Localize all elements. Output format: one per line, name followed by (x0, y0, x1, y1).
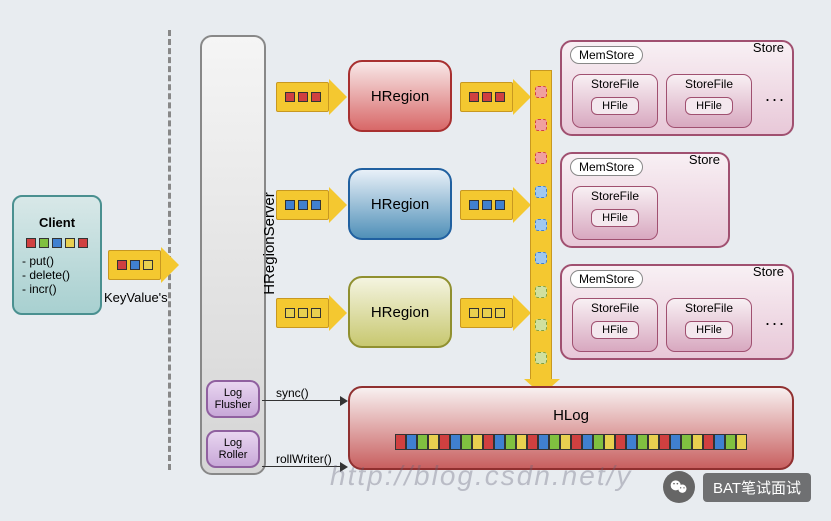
watermark-badge: BAT笔试面试 (663, 471, 811, 503)
sync-arrow (262, 400, 342, 401)
store-3-label: Store (753, 264, 784, 279)
arrow-to-store-3 (460, 298, 531, 328)
store-1: Store MemStore StoreFile HFile StoreFile H… (560, 40, 794, 136)
storefile-1a: StoreFile HFile (572, 74, 658, 128)
watermark-url: http://blog.csdn.net/y (330, 460, 632, 492)
store-1-ellipsis: ... (765, 85, 786, 106)
log-roller-box: Log Roller (206, 430, 260, 468)
hfile-3b: HFile (685, 321, 733, 339)
storefile-1b-label: StoreFile (685, 77, 733, 91)
storefile-1b: StoreFile HFile (666, 74, 752, 128)
hfile-3a: HFile (591, 321, 639, 339)
hlog-box: HLog (348, 386, 794, 470)
store-2: Store MemStore StoreFile HFile (560, 152, 730, 248)
hregion-2-label: HRegion (371, 196, 429, 213)
storefile-3a-label: StoreFile (591, 301, 639, 315)
log-flusher-label: Log Flusher (215, 387, 252, 411)
memstore-1: MemStore (570, 46, 643, 64)
storefile-3a: StoreFile HFile (572, 298, 658, 352)
hlog-title: HLog (553, 407, 589, 424)
arrow-to-store-1 (460, 82, 531, 112)
hlog-squares (395, 434, 747, 450)
store-3: Store MemStore StoreFile HFile StoreFile H… (560, 264, 794, 360)
hfile-2a: HFile (591, 209, 639, 227)
rollwriter-label: rollWriter() (276, 452, 332, 466)
arrow-to-hregion-1 (276, 82, 347, 112)
watermark-badge-text: BAT笔试面试 (703, 473, 811, 502)
log-flusher-box: Log Flusher (206, 380, 260, 418)
hfile-1a: HFile (591, 97, 639, 115)
client-methods: - put()- delete()- incr() (18, 254, 96, 296)
store-3-ellipsis: ... (765, 309, 786, 330)
hregion-3-label: HRegion (371, 304, 429, 321)
store-1-label: Store (753, 40, 784, 55)
memstore-2: MemStore (570, 158, 643, 176)
hfile-1b: HFile (685, 97, 733, 115)
client-squares (25, 238, 90, 248)
log-roller-label: Log Roller (219, 437, 248, 461)
arrow-to-store-2 (460, 190, 531, 220)
hregion-1: HRegion (348, 60, 452, 132)
keyvalue-label: KeyValue's (104, 290, 168, 305)
storefile-2a: StoreFile HFile (572, 186, 658, 240)
hregion-1-label: HRegion (371, 88, 429, 105)
hregion-3: HRegion (348, 276, 452, 348)
sync-label: sync() (276, 386, 309, 400)
arrow-client-to-server (108, 250, 179, 280)
storefile-3b: StoreFile HFile (666, 298, 752, 352)
client-box: Client - put()- delete()- incr() (12, 195, 102, 315)
storefile-1a-label: StoreFile (591, 77, 639, 91)
arrow-to-hregion-3 (276, 298, 347, 328)
storefile-2a-label: StoreFile (591, 189, 639, 203)
hregion-2: HRegion (348, 168, 452, 240)
arrow-hregions-to-hlog (530, 70, 552, 380)
storefile-3b-label: StoreFile (685, 301, 733, 315)
client-title: Client (39, 215, 75, 230)
memstore-3: MemStore (570, 270, 643, 288)
store-2-label: Store (689, 152, 720, 167)
arrow-to-hregion-2 (276, 190, 347, 220)
wechat-icon (663, 471, 695, 503)
